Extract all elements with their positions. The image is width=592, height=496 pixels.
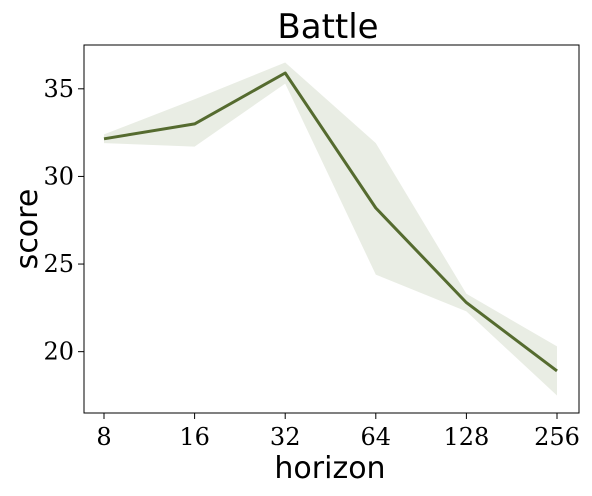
- plot-frame: [83, 44, 580, 414]
- x-axis-label: horizon: [274, 451, 385, 486]
- y-tick-label: 30: [43, 162, 74, 190]
- data-point: [283, 71, 287, 75]
- confidence-band: [104, 62, 557, 396]
- x-tick-label: 64: [361, 423, 392, 451]
- data-point: [555, 369, 559, 373]
- series-line: [103, 71, 558, 373]
- x-tick-label: 32: [270, 423, 301, 451]
- y-tick-label: 20: [43, 338, 74, 366]
- x-tick-label: 16: [179, 423, 210, 451]
- y-axis-label: score: [10, 189, 45, 270]
- x-tick-label: 128: [443, 423, 489, 451]
- data-point: [464, 301, 468, 305]
- x-tick-label: 256: [534, 423, 580, 451]
- data-point: [193, 122, 197, 126]
- y-tick-label: 35: [43, 75, 74, 103]
- y-tick-label: 25: [43, 250, 74, 278]
- x-tick-label: 8: [96, 423, 111, 451]
- data-point: [102, 137, 106, 141]
- chart-title: Battle: [277, 7, 378, 47]
- data-point: [374, 206, 378, 210]
